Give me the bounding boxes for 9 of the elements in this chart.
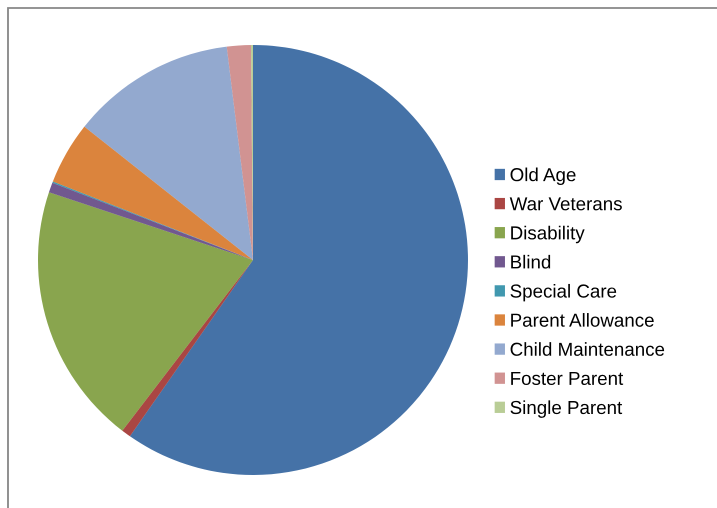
- legend-label: Special Care: [510, 284, 616, 302]
- legend-label: Old Age: [510, 168, 576, 186]
- legend-label: Single Parent: [510, 400, 622, 418]
- legend-label: War Veterans: [510, 197, 622, 210]
- legend-label: Parent Allowance: [511, 313, 654, 327]
- legend-label: Blind: [511, 254, 550, 269]
- legend-label: Child Maintenance: [510, 342, 664, 356]
- legend-label: Foster Parent: [511, 372, 624, 386]
- legend-label: Disability: [511, 226, 585, 244]
